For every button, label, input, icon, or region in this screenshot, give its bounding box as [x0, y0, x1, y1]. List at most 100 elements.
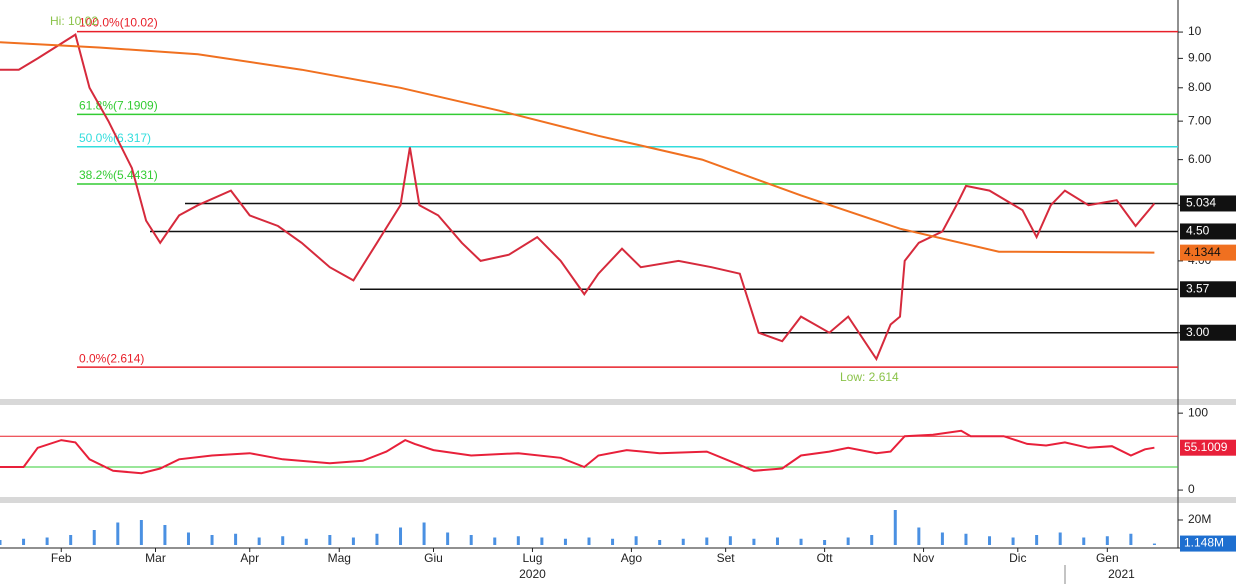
volume-bar — [823, 540, 827, 545]
volume-bar — [163, 525, 167, 545]
volume-bar — [893, 510, 897, 545]
y-tick-label: 7.00 — [1188, 113, 1212, 127]
volume-bar — [611, 538, 615, 545]
x-tick-label: Dic — [1009, 551, 1026, 565]
fib-label: 38.2%(5.4431) — [79, 168, 158, 182]
rsi-box — [1180, 439, 1236, 456]
panel-separator — [0, 497, 1236, 503]
volume-bar — [422, 522, 426, 545]
x-tick-label: Mar — [145, 551, 166, 565]
x-tick-label: Ott — [817, 551, 834, 565]
y-tick-label: 100 — [1188, 405, 1208, 419]
volume-bar — [493, 537, 497, 545]
price-label: 4.50 — [1186, 224, 1210, 238]
volume-bar — [375, 533, 379, 545]
price-box — [1180, 281, 1236, 298]
volume-bar — [870, 535, 874, 545]
volume-bar — [1011, 537, 1015, 545]
volume-bar — [799, 538, 803, 545]
volume-bar — [139, 520, 143, 545]
y-tick-label: 0 — [1188, 482, 1195, 496]
volume-label: 1.148M — [1184, 536, 1224, 550]
ma-box — [1180, 244, 1236, 261]
volume-bar — [351, 537, 355, 545]
annotation: Low: 2.614 — [840, 370, 899, 384]
ma-label: 4.1344 — [1184, 245, 1221, 259]
y-tick-label: 10 — [1188, 24, 1202, 38]
x-tick-label: Gen — [1096, 551, 1119, 565]
volume-bar — [92, 530, 96, 545]
x-tick-label: Giu — [424, 551, 443, 565]
x-tick-label: Set — [717, 551, 736, 565]
volume-bar — [210, 535, 214, 545]
volume-bar — [469, 535, 473, 545]
volume-bar — [1058, 532, 1062, 545]
price-label: 5.034 — [1186, 196, 1216, 210]
x-tick-label: Ago — [621, 551, 643, 565]
price-label: 3.57 — [1186, 281, 1210, 295]
volume-bar — [728, 536, 732, 545]
y-tick-label: 20M — [1188, 512, 1211, 526]
y-tick-label: 9.00 — [1188, 51, 1212, 65]
series-line — [0, 41, 1155, 254]
volume-bar — [0, 540, 2, 545]
volume-bar — [1035, 535, 1039, 545]
volume-bar — [540, 537, 544, 545]
fib-label: 100.0%(10.02) — [79, 16, 158, 30]
year-label: 2021 — [1108, 567, 1135, 581]
volume-bar — [516, 536, 520, 545]
volume-bar — [988, 536, 992, 545]
volume-bar — [257, 537, 261, 545]
fib-label: 0.0%(2.614) — [79, 351, 144, 365]
x-tick-label: Lug — [522, 551, 542, 565]
price-box — [1180, 223, 1236, 240]
y-tick-label: 6.00 — [1188, 152, 1212, 166]
volume-bar — [328, 535, 332, 545]
volume-bar — [446, 532, 450, 545]
price-box — [1180, 195, 1236, 212]
volume-bar — [45, 537, 49, 545]
y-tick-label: 8.00 — [1188, 80, 1212, 94]
volume-bar — [1105, 536, 1109, 545]
volume-bar — [634, 536, 638, 545]
price-box — [1180, 324, 1236, 341]
volume-bar — [1152, 543, 1156, 545]
annotation: Hi: 10.02 — [50, 14, 98, 28]
volume-box — [1180, 535, 1236, 552]
volume-bar — [116, 522, 120, 545]
rsi-label: 55.1009 — [1184, 440, 1228, 454]
volume-bar — [304, 538, 308, 545]
volume-bar — [752, 538, 756, 545]
year-label: 2020 — [519, 567, 546, 581]
x-tick-label: Nov — [913, 551, 934, 565]
volume-bar — [846, 537, 850, 545]
x-tick-label: Mag — [328, 551, 351, 565]
volume-bar — [775, 537, 779, 545]
price-label: 3.00 — [1186, 325, 1210, 339]
volume-bar — [587, 537, 591, 545]
volume-bar — [681, 538, 685, 545]
volume-bar — [22, 538, 26, 545]
series-line — [0, 429, 1155, 475]
volume-bar — [186, 532, 190, 545]
volume-bar — [69, 535, 73, 545]
volume-bar — [658, 540, 662, 545]
volume-bar — [917, 527, 921, 545]
x-tick-label: Apr — [240, 551, 259, 565]
volume-bar — [563, 538, 567, 545]
volume-bar — [1129, 533, 1133, 545]
x-tick-label: Feb — [51, 551, 72, 565]
series-line — [0, 33, 1156, 362]
volume-bar — [705, 537, 709, 545]
volume-bar — [964, 533, 968, 545]
volume-bar — [1082, 537, 1086, 545]
volume-bar — [399, 527, 403, 545]
volume-bar — [281, 536, 285, 545]
volume-bar — [940, 532, 944, 545]
fib-label: 50.0%(6.317) — [79, 131, 151, 145]
volume-bar — [234, 533, 238, 545]
panel-separator — [0, 399, 1236, 405]
fib-label: 61.8%(7.1909) — [79, 99, 158, 113]
